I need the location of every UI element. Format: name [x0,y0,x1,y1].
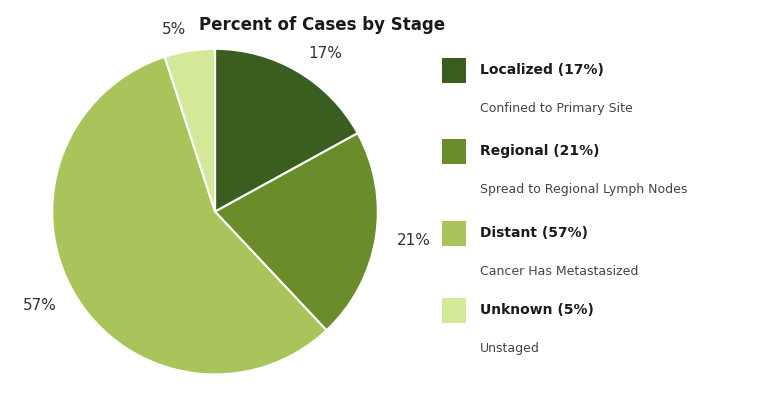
Wedge shape [164,49,215,212]
Wedge shape [215,49,358,212]
Text: Distant (57%): Distant (57%) [480,226,588,240]
Text: Regional (21%): Regional (21%) [480,144,600,158]
Text: Localized (17%): Localized (17%) [480,63,604,77]
Text: Percent of Cases by Stage: Percent of Cases by Stage [200,16,445,34]
Text: 17%: 17% [309,46,343,61]
Text: Unknown (5%): Unknown (5%) [480,303,594,317]
Text: Cancer Has Metastasized: Cancer Has Metastasized [480,265,638,278]
Text: 5%: 5% [162,22,187,37]
Text: Unstaged: Unstaged [480,342,540,355]
Text: 21%: 21% [397,233,431,248]
Wedge shape [52,57,326,374]
Wedge shape [215,133,378,330]
Text: 57%: 57% [23,298,57,313]
Text: Spread to Regional Lymph Nodes: Spread to Regional Lymph Nodes [480,183,687,196]
Text: Confined to Primary Site: Confined to Primary Site [480,102,633,115]
